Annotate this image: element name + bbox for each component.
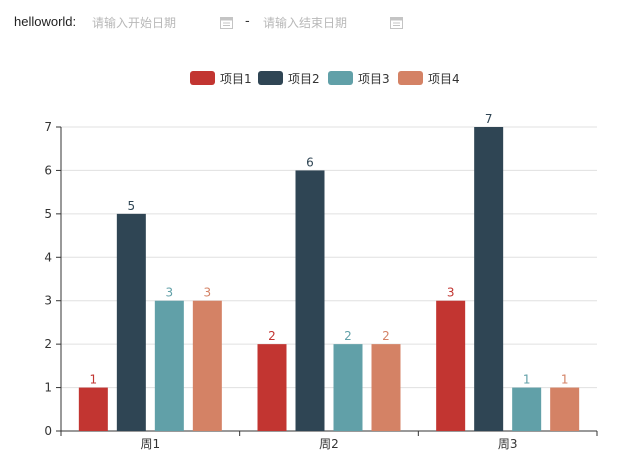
toolbar-label: helloworld:: [14, 14, 77, 29]
bar-data-label: 2: [268, 329, 276, 343]
legend-swatch: [190, 71, 215, 85]
y-tick-label: 0: [44, 424, 52, 438]
legend-label: 项目2: [288, 72, 320, 86]
legend-label: 项目4: [428, 72, 460, 86]
bar: [436, 300, 466, 431]
bar-data-label: 3: [447, 286, 455, 300]
bar-data-label: 1: [523, 373, 531, 387]
bar-data-label: 2: [344, 329, 352, 343]
start-date-placeholder: 请输入开始日期: [92, 16, 177, 30]
bar-data-label: 1: [90, 373, 98, 387]
bar: [78, 387, 108, 431]
legend-label: 项目1: [220, 72, 252, 86]
bar-data-label: 5: [128, 199, 136, 213]
bar-data-label: 6: [306, 155, 314, 169]
calendar-icon[interactable]: [220, 16, 233, 29]
bar: [474, 127, 504, 431]
y-tick-label: 2: [44, 337, 52, 351]
bar-data-label: 3: [204, 286, 212, 300]
x-tick-label: 周1: [141, 437, 161, 451]
end-date-placeholder: 请输入结束日期: [263, 16, 348, 30]
calendar-icon[interactable]: [390, 16, 403, 29]
y-tick-label: 6: [44, 163, 52, 177]
y-tick-label: 3: [44, 294, 52, 308]
legend-swatch: [258, 71, 283, 85]
bar: [371, 344, 401, 431]
bar-data-label: 2: [382, 329, 390, 343]
start-date-input[interactable]: 请输入开始日期: [92, 12, 242, 34]
bar: [550, 387, 580, 431]
bar-data-label: 7: [485, 112, 493, 126]
legend-swatch: [398, 71, 423, 85]
date-range-separator: -: [245, 14, 250, 29]
y-tick-label: 5: [44, 207, 52, 221]
x-tick-label: 周3: [498, 437, 518, 451]
bar-data-label: 1: [561, 373, 569, 387]
legend-swatch: [328, 71, 353, 85]
bar: [257, 344, 287, 431]
end-date-input[interactable]: 请输入结束日期: [263, 12, 413, 34]
x-tick-label: 周2: [319, 437, 339, 451]
legend-label: 项目3: [358, 72, 390, 86]
y-tick-label: 1: [44, 381, 52, 395]
bar: [333, 344, 363, 431]
bar: [512, 387, 542, 431]
bar: [154, 300, 184, 431]
bar-data-label: 3: [166, 286, 174, 300]
bar: [295, 170, 325, 431]
chart-legend: 项目1 项目2 项目3 项目4: [0, 66, 640, 90]
bar: [116, 213, 146, 431]
y-tick-label: 4: [44, 250, 52, 264]
y-tick-label: 7: [44, 120, 52, 134]
date-range-toolbar: helloworld: 请输入开始日期 - 请输入结束日期: [0, 0, 640, 46]
bar: [192, 300, 222, 431]
